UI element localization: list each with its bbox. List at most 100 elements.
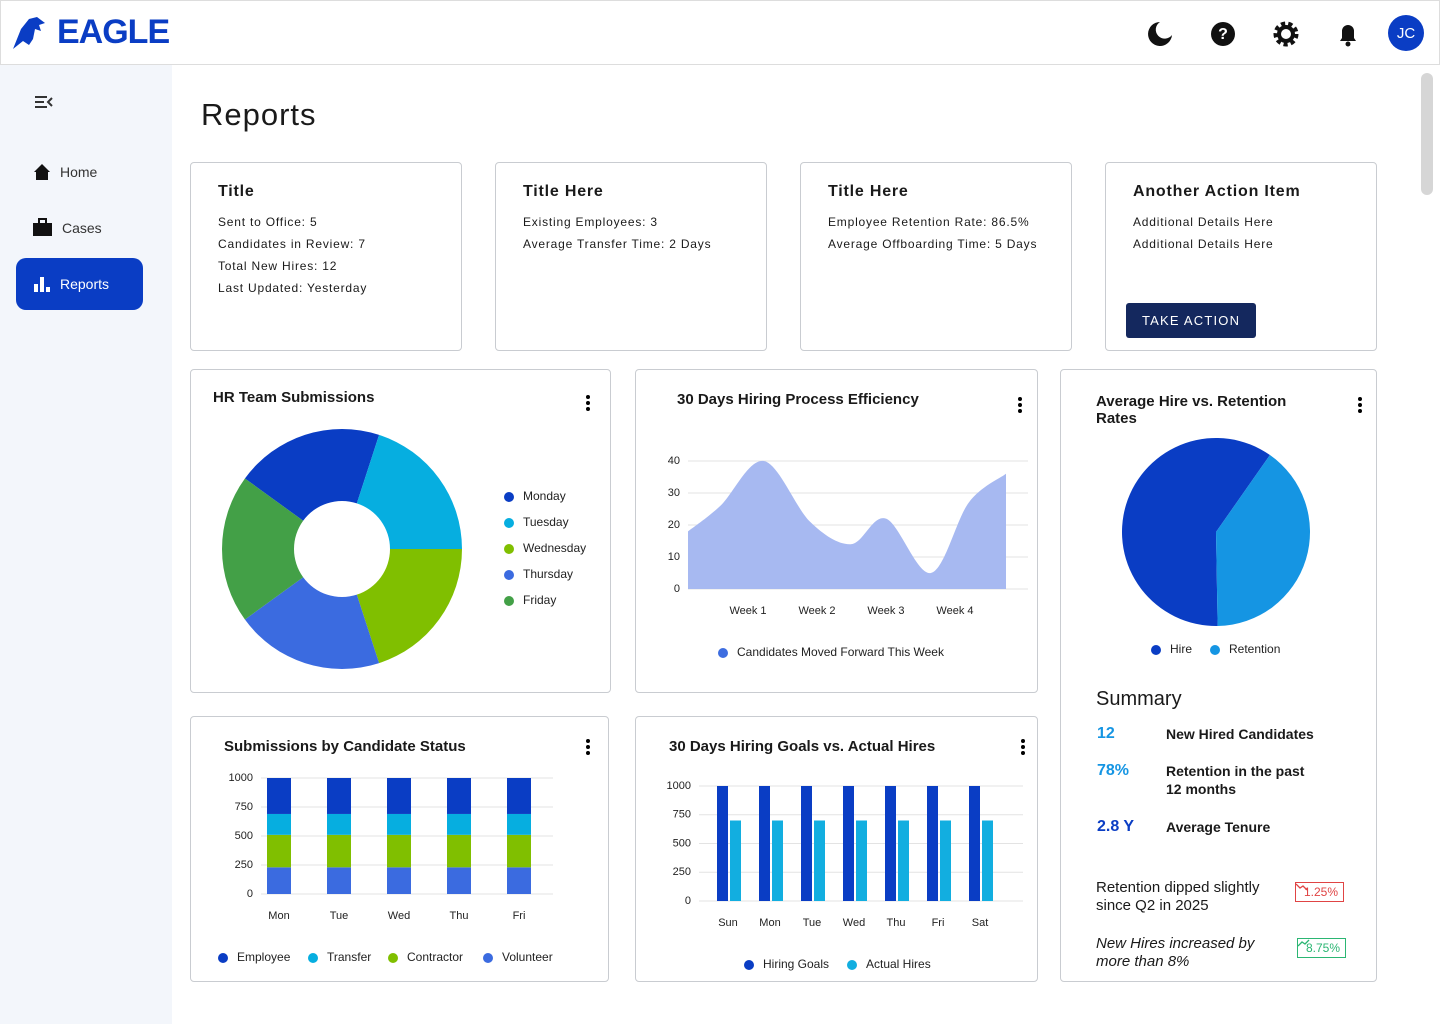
help-icon[interactable]: ? [1209,20,1237,48]
y-tick-label: 250 [235,859,253,871]
x-tick-label: Thu [450,910,469,922]
trend-badge: 1.25% [1295,882,1345,902]
more-menu[interactable] [586,395,590,411]
bar [969,786,980,901]
stat-value: 2.8 Y [1097,818,1135,835]
chart: 0 10 20 30 40 Candidates Moved Forward This W… [668,455,1028,659]
bar-segment [447,778,471,814]
logo-text: EAGLE [57,13,170,51]
chart-title: 30 Days Hiring Process Efficiency [677,391,919,408]
stat-label: Average Tenure [1166,819,1271,835]
info-card: Title Here Employee Retention Rate: 86.5%… [800,162,1072,351]
y-tick-label: 10 [668,551,680,563]
x-tick-label: Week 4 [936,605,973,617]
y-tick-label: 30 [668,487,680,499]
legend-label: Retention [1229,642,1280,656]
stat-value: 12 [1097,725,1115,742]
action-button[interactable]: TAKE ACTION [1126,303,1257,338]
more-menu[interactable] [1018,397,1022,413]
legend-marker [504,596,514,606]
x-tick-label: Mon [268,910,289,922]
bar-segment [267,813,291,835]
nav-item[interactable]: Home [16,146,143,198]
x-tick-label: Sun [718,917,738,929]
y-tick-label: 500 [673,837,691,849]
trend-value: 8.75% [1306,941,1341,955]
pie-slice [1216,454,1310,626]
chart-panel: Average Hire vs. Retention Rates Summary… [1060,369,1377,982]
nav-item[interactable]: Cases [16,202,143,254]
bar [717,786,728,901]
card-line: Candidates in Review: 7 [218,237,366,251]
card-line: Sent to Office: 5 [218,215,318,229]
y-tick-label: 20 [668,519,680,531]
y-tick-label: 0 [685,895,691,907]
card-line: Additional Details Here [1133,237,1274,251]
card-title: Title Here [523,183,604,200]
pie-slice [356,434,462,549]
y-tick-label: 0 [247,888,253,900]
pie-slice [1122,437,1270,626]
bar [898,820,909,901]
bar-segment [507,813,531,835]
legend-label: Volunteer [502,950,553,964]
bar [856,820,867,901]
legend-marker [504,518,514,528]
legend-marker [504,544,514,554]
chart: Hire Retention [1122,437,1310,656]
x-tick-label: Sat [972,917,989,929]
y-tick-label: 1000 [667,780,691,792]
dark-mode-icon[interactable] [1146,20,1174,48]
bar-segment [387,834,411,868]
legend-label: Friday [523,593,556,607]
svg-text:?: ? [1218,26,1228,43]
trend-value: 1.25% [1304,885,1339,899]
bar-segment [327,778,351,814]
note-text: New Hires increased by more than 8% [1096,935,1255,970]
x-tick-label: Mon [759,917,780,929]
legend-label: Hire [1170,642,1192,656]
bar-segment [387,813,411,835]
nav-item[interactable]: Reports [16,258,143,310]
trend-badge: 8.75% [1297,938,1347,958]
y-tick-label: 750 [673,809,691,821]
chart: 0 250 500 750 1000 Sun Mon Tue Wed Thu Fri Sat Hirin… [667,780,1023,971]
x-tick-label: Thu [887,917,906,929]
legend-label: Wednesday [523,541,586,555]
settings-icon[interactable] [1272,20,1300,48]
y-tick-label: 0 [674,583,680,595]
page-title: Reports [201,97,317,132]
x-tick-label: Fri [513,910,526,922]
chart-panel: Submissions by Candidate Status 0 250 500 75… [190,716,609,982]
avatar[interactable]: JC [1388,15,1424,51]
x-tick-label: Tue [803,917,822,929]
chart-title: 30 Days Hiring Goals vs. Actual Hires [669,738,936,755]
bar-segment [327,834,351,868]
scrollbar[interactable] [1421,73,1433,195]
more-menu[interactable] [1021,739,1025,755]
more-menu[interactable] [586,739,590,755]
card-title: Title Here [828,183,909,200]
bar-segment [507,778,531,814]
legend-label: Hiring Goals [763,957,829,971]
pie-slice [244,577,380,669]
chart-panel: 30 Days Hiring Process Efficiency 0 10 20 30… [635,369,1038,693]
bar-segment [267,834,291,868]
info-card: Title Here Existing Employees: 3 Average T… [495,162,767,351]
legend-marker [504,492,514,502]
chart-title: Submissions by Candidate Status [224,738,466,755]
y-tick-label: 500 [235,830,253,842]
card-line: Last Updated: Yesterday [218,281,368,295]
bar [814,820,825,901]
bar [772,820,783,901]
more-menu[interactable] [1358,397,1362,413]
card-line: Employee Retention Rate: 86.5% [828,215,1030,229]
info-card: Title Sent to Office: 5 Candidates in Revi… [190,162,462,351]
collapse-icon[interactable] [34,94,54,110]
chart: 0 250 500 750 1000 Mon Tue Wed Thu Fri Employee Tra… [218,772,553,964]
top-bar: EAGLE ? JC [0,0,1440,65]
chart: Monday Tuesday Wednesday Thursday Friday [222,429,586,669]
legend-label: Actual Hires [866,957,931,971]
notifications-icon[interactable] [1334,20,1362,48]
